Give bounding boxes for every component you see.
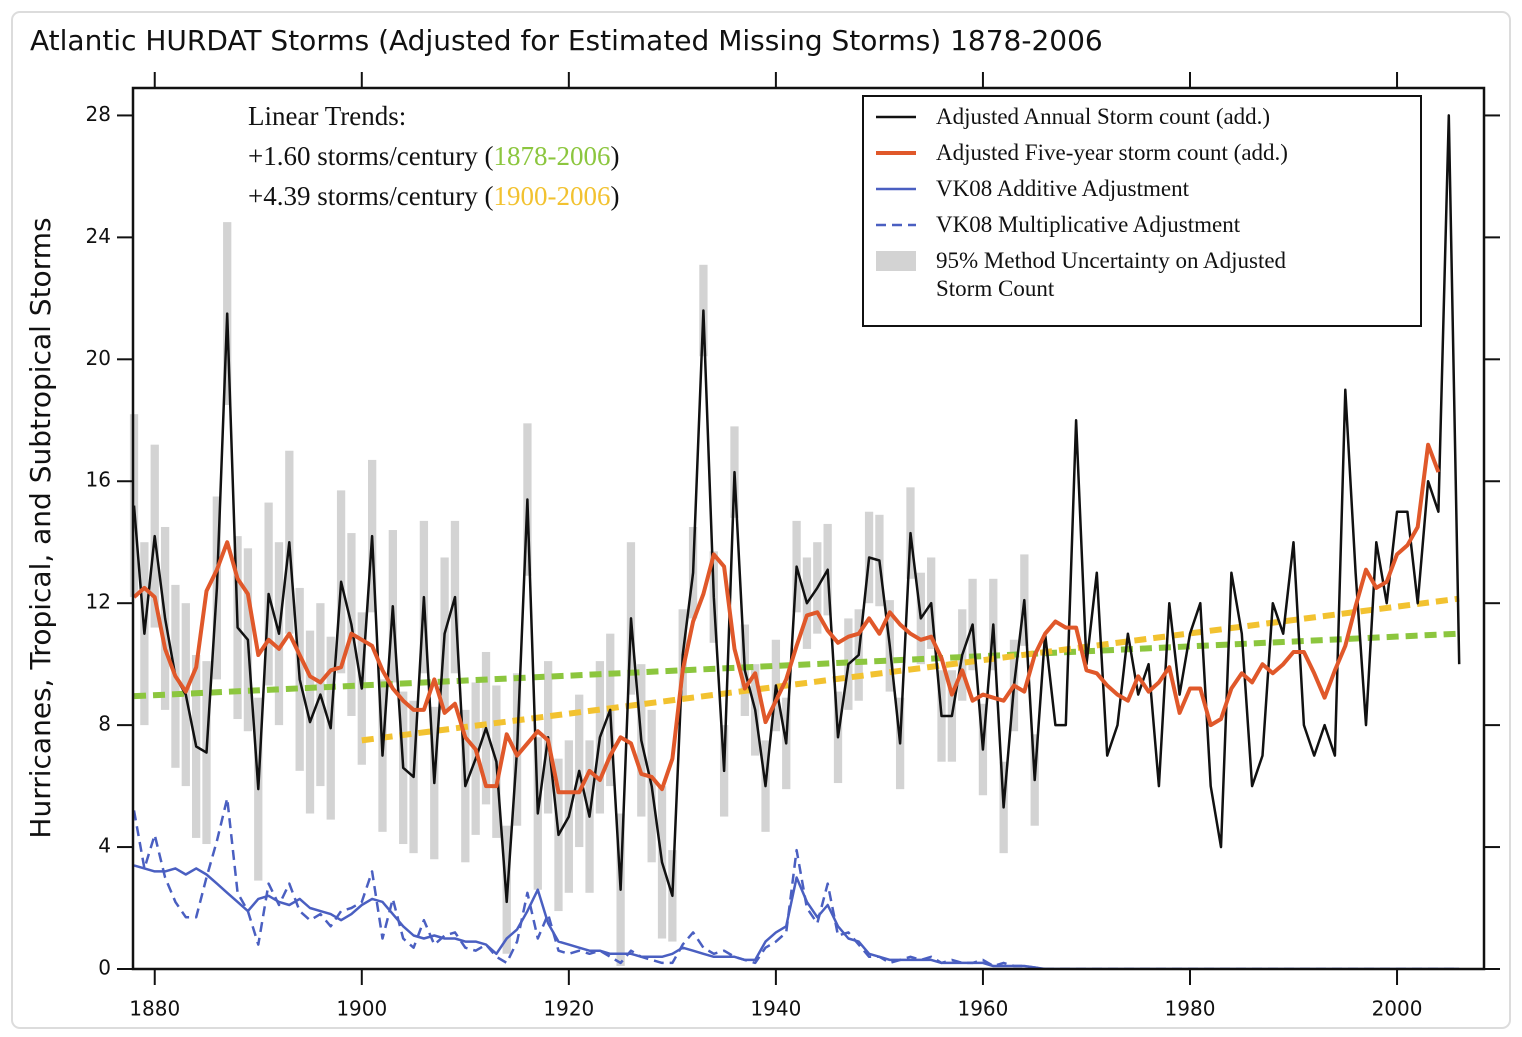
legend-box <box>876 251 916 271</box>
annotation-rate: +1.60 storms/century ( <box>248 141 493 171</box>
legend-swatch <box>876 151 916 155</box>
y-tick-label: 4 <box>98 834 111 858</box>
y-tick-label: 8 <box>98 712 111 736</box>
legend-item: 95% Method Uncertainty on Adjusted Storm… <box>874 247 1410 303</box>
x-tick-label: 1940 <box>750 997 801 1021</box>
series-line <box>133 442 1441 795</box>
annotation-range: 1900-2006 <box>493 181 610 211</box>
annotation-close: ) <box>610 181 619 211</box>
x-tick-label: 1980 <box>1165 997 1216 1021</box>
legend-label: Adjusted Annual Storm count (add.) <box>936 104 1271 129</box>
trend-line <box>133 630 1460 700</box>
legend-item: Adjusted Five-year storm count (add.) <box>874 139 1410 167</box>
legend-swatch <box>876 251 916 271</box>
x-tick-label: 1920 <box>543 997 594 1021</box>
x-tick-label: 1880 <box>129 997 180 1021</box>
legend-swatch <box>876 223 916 227</box>
y-tick-label: 20 <box>86 346 111 370</box>
y-tick-label: 12 <box>86 590 111 614</box>
legend-item: Adjusted Annual Storm count (add.) <box>874 103 1410 131</box>
plot-frame <box>131 86 1486 971</box>
legend-swatch <box>876 187 916 191</box>
legend-label: VK08 Multiplicative Adjustment <box>936 212 1241 237</box>
y-tick-label: 24 <box>86 224 111 248</box>
series-line <box>133 864 1460 969</box>
y-tick-label: 0 <box>98 956 111 980</box>
series-line <box>133 797 1460 969</box>
x-tick-label: 1960 <box>957 997 1008 1021</box>
legend-label: 95% Method Uncertainty on Adjusted Storm… <box>936 248 1287 301</box>
legend-item: VK08 Additive Adjustment <box>874 175 1410 203</box>
chart-title: Atlantic HURDAT Storms (Adjusted for Est… <box>30 24 1103 57</box>
annotation-heading: Linear Trends: <box>248 101 406 131</box>
trend-line <box>361 595 1460 744</box>
x-tick-label: 2000 <box>1372 997 1423 1021</box>
legend-item: VK08 Multiplicative Adjustment <box>874 211 1410 239</box>
legend-label: Adjusted Five-year storm count (add.) <box>936 140 1288 165</box>
annotation-line: +1.60 storms/century (1878-2006) <box>248 141 619 171</box>
series-line <box>133 114 1461 904</box>
annotation-rate: +4.39 storms/century ( <box>248 181 493 211</box>
annotation-line: +4.39 storms/century (1900-2006) <box>248 181 619 211</box>
legend: Adjusted Annual Storm count (add.) Adjust… <box>862 95 1422 327</box>
annotation-range: 1878-2006 <box>493 141 610 171</box>
annotation-close: ) <box>610 141 619 171</box>
y-tick-label: 28 <box>86 102 111 126</box>
x-tick-label: 1900 <box>336 997 387 1021</box>
y-tick-label: 16 <box>86 468 111 492</box>
y-axis-label: Hurricanes, Tropical, and Subtropical St… <box>24 217 57 838</box>
legend-label: VK08 Additive Adjustment <box>936 176 1189 201</box>
legend-swatch <box>876 115 916 119</box>
